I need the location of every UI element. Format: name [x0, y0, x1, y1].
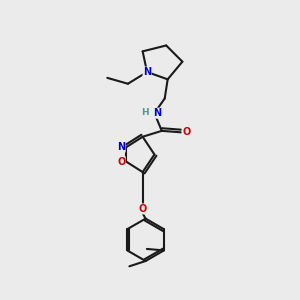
Text: N: N	[153, 108, 161, 118]
Text: O: O	[182, 127, 190, 137]
Text: N: N	[143, 67, 151, 77]
Text: O: O	[139, 204, 147, 214]
Text: O: O	[117, 157, 125, 167]
Text: H: H	[141, 108, 149, 117]
Text: N: N	[117, 142, 125, 152]
